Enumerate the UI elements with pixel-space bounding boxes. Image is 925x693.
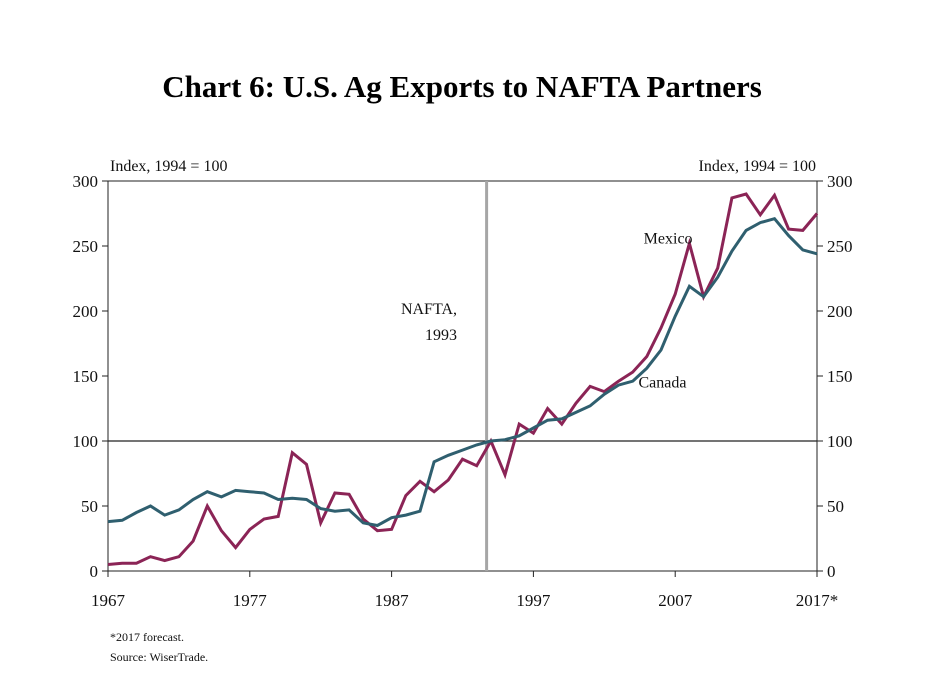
footnote-source: Source: WiserTrade. [110, 650, 208, 664]
x-tick-label: 1997 [516, 591, 551, 610]
x-axis: 1967 1977 1987 1997 2007 2017* [91, 571, 838, 610]
y-tick-label-right: 250 [827, 237, 853, 256]
y-tick-label-right: 150 [827, 367, 853, 386]
y-tick-label-right: 300 [827, 172, 853, 191]
y-tick-label-left: 300 [73, 172, 99, 191]
series-line-canada [107, 216, 818, 528]
nafta-label-line2: 1993 [425, 327, 457, 344]
y-tick-label-left: 250 [73, 237, 99, 256]
x-tick-label: 1977 [233, 591, 268, 610]
x-tick-label: 1987 [375, 591, 410, 610]
x-tick-label: 2007 [658, 591, 693, 610]
y-tick-label-left: 50 [81, 497, 98, 516]
series-label-mexico: Mexico [644, 230, 693, 247]
y-axis-right: 0 50 100 150 200 250 300 [817, 172, 853, 581]
x-tick-label: 1967 [91, 591, 126, 610]
left-unit-label: Index, 1994 = 100 [110, 158, 227, 175]
series-label-canada: Canada [638, 375, 686, 392]
x-tick-label: 2017* [796, 591, 839, 610]
chart-title: Chart 6: U.S. Ag Exports to NAFTA Partne… [162, 69, 762, 104]
y-tick-label-left: 0 [90, 562, 99, 581]
right-unit-label: Index, 1994 = 100 [699, 158, 816, 175]
y-tick-label-left: 150 [73, 367, 99, 386]
y-tick-label-right: 100 [827, 432, 853, 451]
y-tick-label-right: 0 [827, 562, 836, 581]
y-tick-label-right: 200 [827, 302, 853, 321]
nafta-label-line1: NAFTA, [401, 301, 457, 318]
plot-border [107, 180, 818, 572]
y-tick-label-left: 100 [73, 432, 99, 451]
y-axis-left: 0 50 100 150 200 250 300 [73, 172, 108, 581]
y-tick-label-right: 50 [827, 497, 844, 516]
series-line-mexico [107, 192, 819, 566]
series-layer [107, 192, 819, 566]
footnote-forecast: *2017 forecast. [110, 630, 184, 644]
plot-frame [107, 180, 818, 572]
y-tick-label-left: 200 [73, 302, 99, 321]
